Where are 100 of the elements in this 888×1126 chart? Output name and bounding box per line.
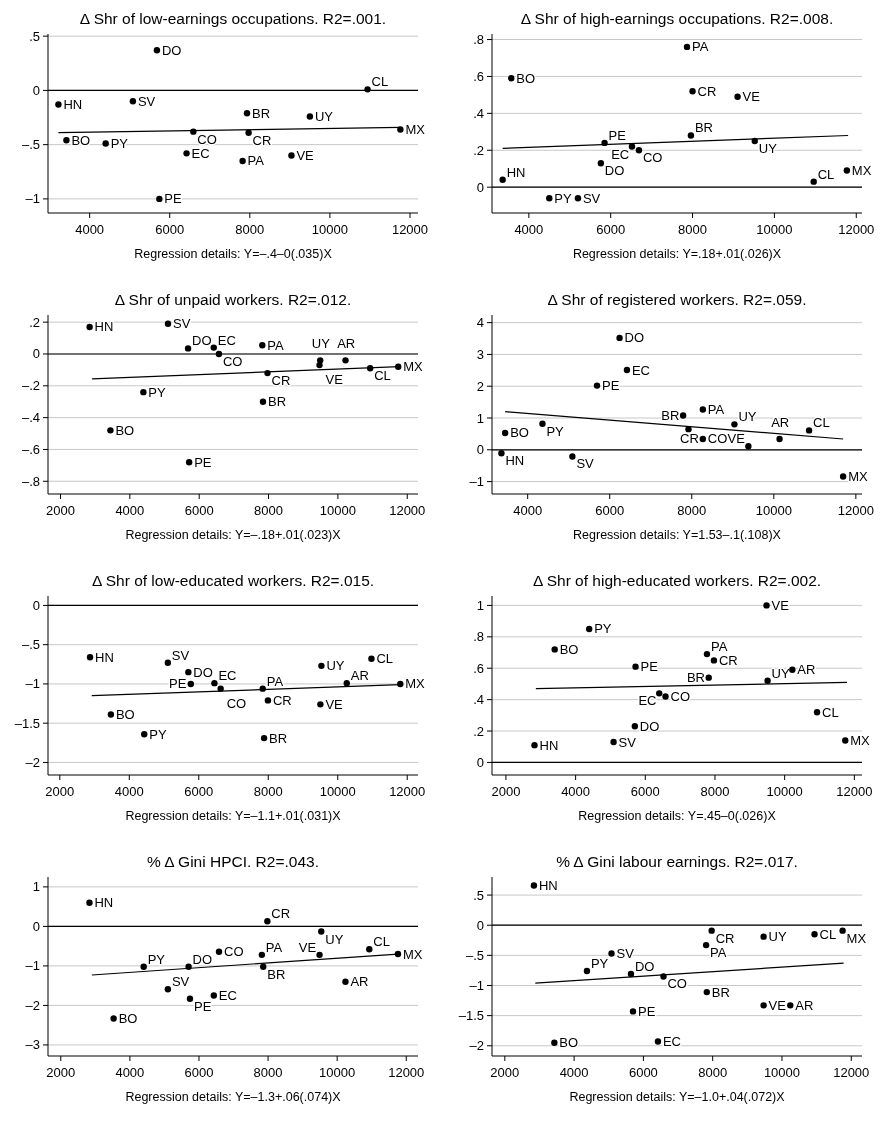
series-label: EC bbox=[217, 332, 236, 348]
series-label: UY bbox=[768, 929, 787, 945]
x-tick-label: 8000 bbox=[677, 503, 707, 518]
series-label: EC bbox=[662, 1034, 682, 1050]
series-label: EC bbox=[638, 693, 657, 709]
series-label: BR bbox=[711, 984, 730, 1000]
x-tick-label: 6000 bbox=[184, 784, 214, 799]
series-label: CR bbox=[272, 692, 292, 708]
series-label: VE bbox=[296, 148, 315, 163]
series-label: AR bbox=[795, 997, 814, 1013]
series-label: BR bbox=[694, 120, 713, 136]
series-label: CO bbox=[222, 353, 243, 369]
x-tick-label: 4000 bbox=[514, 222, 544, 237]
x-tick-label: 4000 bbox=[513, 503, 543, 518]
y-tick-label: –.5 bbox=[21, 637, 40, 653]
series-label: UY bbox=[314, 108, 334, 124]
y-tick-label: –.5 bbox=[21, 137, 40, 153]
series-label: UY bbox=[738, 409, 757, 425]
series-label: CR bbox=[271, 373, 291, 389]
x-tick-label: 6000 bbox=[596, 222, 626, 237]
series-label: SV bbox=[171, 647, 190, 663]
x-tick-label: 4000 bbox=[75, 222, 105, 237]
series-label: PY bbox=[147, 951, 166, 967]
x-tick-label: 10000 bbox=[756, 222, 793, 237]
x-tick-label: 10000 bbox=[763, 1065, 801, 1080]
series-label: CL bbox=[819, 926, 837, 942]
y-tick-label: 3 bbox=[476, 346, 484, 362]
series-label: DO bbox=[624, 330, 645, 346]
x-tick-label: 8000 bbox=[235, 222, 265, 237]
x-tick-label: 10000 bbox=[755, 503, 792, 518]
series-label: PY bbox=[149, 726, 167, 742]
series-label: VE bbox=[298, 939, 317, 955]
series-label: CO bbox=[226, 695, 247, 711]
y-tick-label: –1 bbox=[469, 977, 484, 993]
series-label: BR bbox=[269, 730, 288, 746]
x-axis-title: Regression details: Y=.45–0(.026)X bbox=[578, 809, 777, 823]
x-tick-label: 6000 bbox=[184, 1065, 214, 1080]
x-axis-title: Regression details: Y=.18+.01(.026)X bbox=[572, 247, 782, 261]
series-label: PA bbox=[247, 153, 265, 169]
series-label: CR bbox=[715, 930, 735, 946]
series-label: SV bbox=[582, 190, 601, 206]
series-label: BO bbox=[71, 132, 91, 148]
series-label: PY bbox=[594, 621, 612, 637]
series-label: CL bbox=[817, 166, 835, 182]
x-tick-label: 4000 bbox=[115, 503, 145, 518]
series-label: BO bbox=[115, 422, 135, 438]
series-label: MX bbox=[405, 121, 426, 137]
x-tick-label: 10000 bbox=[766, 784, 803, 799]
series-label: PY bbox=[590, 956, 609, 972]
x-tick-label: 4000 bbox=[561, 784, 591, 799]
series-label: CO bbox=[642, 150, 663, 166]
series-label: CO bbox=[197, 131, 217, 147]
y-tick-label: .2 bbox=[29, 314, 40, 330]
series-label: HN bbox=[538, 877, 558, 893]
y-tick-label: .2 bbox=[473, 723, 484, 739]
series-label: SV bbox=[171, 974, 190, 990]
x-tick-label: 6000 bbox=[628, 1065, 658, 1080]
x-tick-label: 8000 bbox=[698, 1065, 728, 1080]
chart-title: Δ Shr of registered workers. R2=.059. bbox=[547, 291, 807, 308]
series-label: VE bbox=[325, 696, 344, 712]
x-tick-label: 10000 bbox=[319, 503, 356, 518]
series-label: MX bbox=[403, 359, 424, 375]
x-tick-label: 2000 bbox=[491, 784, 521, 799]
series-label: UY bbox=[771, 665, 790, 681]
series-label: DO bbox=[604, 163, 625, 179]
y-tick-label: .6 bbox=[473, 68, 484, 84]
series-label: SV bbox=[618, 734, 637, 750]
series-label: VE bbox=[742, 89, 761, 105]
series-label: PA bbox=[265, 939, 283, 955]
series-label: PE bbox=[168, 676, 187, 692]
y-tick-label: .5 bbox=[29, 28, 40, 44]
x-tick-label: 10000 bbox=[319, 1065, 356, 1080]
y-tick-label: 1 bbox=[32, 879, 40, 895]
series-label: BR bbox=[268, 394, 287, 410]
y-tick-label: .2 bbox=[473, 142, 484, 158]
y-tick-label: .6 bbox=[473, 660, 484, 676]
series-label: DO bbox=[634, 959, 655, 975]
series-label: PE bbox=[608, 127, 627, 143]
y-tick-label: –.6 bbox=[21, 441, 40, 457]
series-label: DO bbox=[193, 664, 213, 680]
series-label: BO bbox=[118, 1010, 138, 1026]
chart-title: % Δ Gini labour earnings. R2=.017. bbox=[556, 853, 798, 870]
series-label: PA bbox=[266, 673, 284, 689]
x-tick-label: 12000 bbox=[838, 222, 875, 237]
series-label: CR bbox=[271, 906, 291, 922]
series-label: PA bbox=[267, 337, 285, 353]
series-label: AR bbox=[337, 336, 356, 352]
series-label: PE bbox=[193, 998, 212, 1014]
x-tick-label: 6000 bbox=[630, 784, 660, 799]
x-axis-title: Regression details: Y=–1.0+.04(.072)X bbox=[569, 1090, 786, 1104]
series-label: BO bbox=[510, 425, 529, 441]
x-tick-label: 4000 bbox=[114, 784, 144, 799]
series-label: SV bbox=[137, 93, 156, 109]
y-tick-label: –1 bbox=[25, 958, 40, 974]
x-tick-label: 2000 bbox=[46, 1065, 76, 1080]
y-tick-label: –.5 bbox=[465, 947, 484, 963]
series-label: DO bbox=[161, 42, 182, 58]
y-tick-label: 4 bbox=[476, 315, 484, 331]
y-tick-label: 0 bbox=[476, 754, 484, 770]
series-label: CO bbox=[707, 431, 728, 447]
